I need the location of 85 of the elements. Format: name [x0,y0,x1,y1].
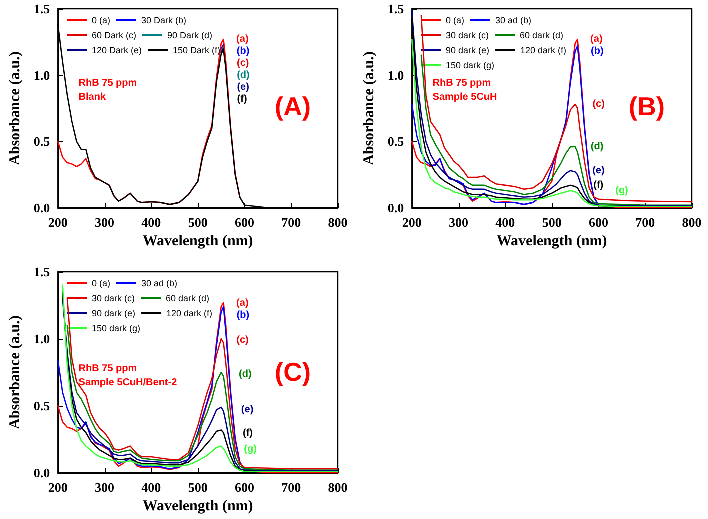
y-tick-label: 0.5 [34,398,51,414]
y-tick-label: 1.0 [388,68,404,83]
legend-label: 150 dark (g) [446,60,495,70]
legend-label: 60 dark (d) [520,30,564,40]
x-tick-label: 400 [142,215,162,230]
x-tick-label: 600 [588,215,608,230]
x-tick-label: 600 [234,215,254,230]
annotation: RhB 75 ppm Blank [78,78,138,104]
legend-label: 30 dark (c) [446,30,490,40]
annotation: (a) [236,34,249,46]
annotation: (g) [616,185,628,196]
annotation: (b) [236,310,250,321]
legend-label: 0 (a) [92,278,111,288]
annotation: (g) [244,444,257,456]
annotation: (d) [590,141,604,152]
y-tick-label: 1.5 [34,2,51,16]
y-axis-title: Absorbance (a.u.) [8,316,24,430]
annotation: (f) [594,180,604,191]
y-tick-label: 1.5 [388,2,405,16]
legend-label: 120 Dark (e) [92,46,142,56]
annotation: (c) [236,334,249,346]
x-tick-label: 300 [95,480,115,496]
annotation: (e) [592,165,605,176]
legend-label: 150 dark (g) [92,324,141,334]
y-tick-label: 0.5 [34,134,51,150]
annotation: RhB 75 ppm Sample 5CuH [432,78,498,104]
annotation: (b) [591,46,604,58]
x-tick-label: 700 [282,480,302,496]
x-tick-label: 500 [188,480,208,496]
annotation: (c) [592,99,605,110]
x-tick-label: 300 [449,215,469,230]
text: (C) [274,357,311,387]
annotation: (a) [590,34,603,46]
x-tick-label: 500 [188,215,208,230]
x-tick-label: 500 [542,215,562,230]
legend-label: 120 dark (f) [166,308,213,318]
legend-label: 30 ad (b) [142,278,178,288]
annotation: RhB 75 ppm Sample 5CuH/Bent-2 [78,364,178,389]
x-tick-label: 200 [48,215,68,230]
x-tick-label: 200 [402,215,422,230]
x-tick-label: 700 [636,215,656,230]
x-tick-label: 300 [95,215,115,230]
y-tick-label: 0.0 [388,200,404,216]
x-tick-label: 400 [142,480,162,496]
legend-label: 30 Dark (b) [142,16,187,26]
legend-label: 90 Dark (d) [168,30,213,40]
y-tick-label: 0.0 [34,466,50,481]
annotation: (a) [236,298,249,309]
legend-label: 90 dark (e) [92,308,136,318]
legend-label: 0 (a) [92,16,111,26]
x-tick-label: 800 [328,215,348,230]
x-tick-label: 400 [496,215,516,230]
y-tick-label: 1.5 [34,264,51,280]
y-tick-label: 1.0 [34,68,50,83]
legend-label: 30 ad (b) [496,16,532,26]
x-tick-label: 700 [282,215,302,230]
legend-label: 90 dark (e) [446,46,490,56]
x-tick-label: 200 [48,480,68,496]
annotation: (d) [239,369,252,380]
y-tick-label: 0.5 [388,134,405,150]
legend-label: 60 dark (d) [166,294,210,304]
legend-label: 150 Dark (f) [173,46,221,56]
x-axis-title: Wavelength (nm) [496,234,608,250]
annotation: (b) [236,46,250,58]
legend-label: 30 dark (c) [92,294,136,304]
annotation: (f) [237,94,248,106]
x-tick-label: 600 [234,480,254,496]
annotation: (f) [243,428,254,439]
x-tick-label: 800 [682,215,702,230]
annotation: (e) [241,404,254,416]
legend-label: 0 (a) [446,16,465,26]
legend-label: 120 dark (f) [520,46,567,56]
x-axis-title: Wavelength (nm) [142,498,254,514]
annotation: (d) [237,70,250,82]
x-axis-title: Wavelength (nm) [142,234,254,250]
y-tick-label: 1.0 [34,332,50,347]
y-axis-title: Absorbance (a.u.) [362,52,378,166]
text: (B) [628,92,665,122]
y-tick-label: 0.0 [34,200,50,216]
annotation: (c) [237,58,250,70]
legend-label: 60 Dark (c) [92,30,137,40]
x-tick-label: 800 [328,480,348,496]
text: (A) [274,92,311,122]
annotation: (e) [237,82,250,94]
y-axis-title: Absorbance (a.u.) [8,52,24,166]
